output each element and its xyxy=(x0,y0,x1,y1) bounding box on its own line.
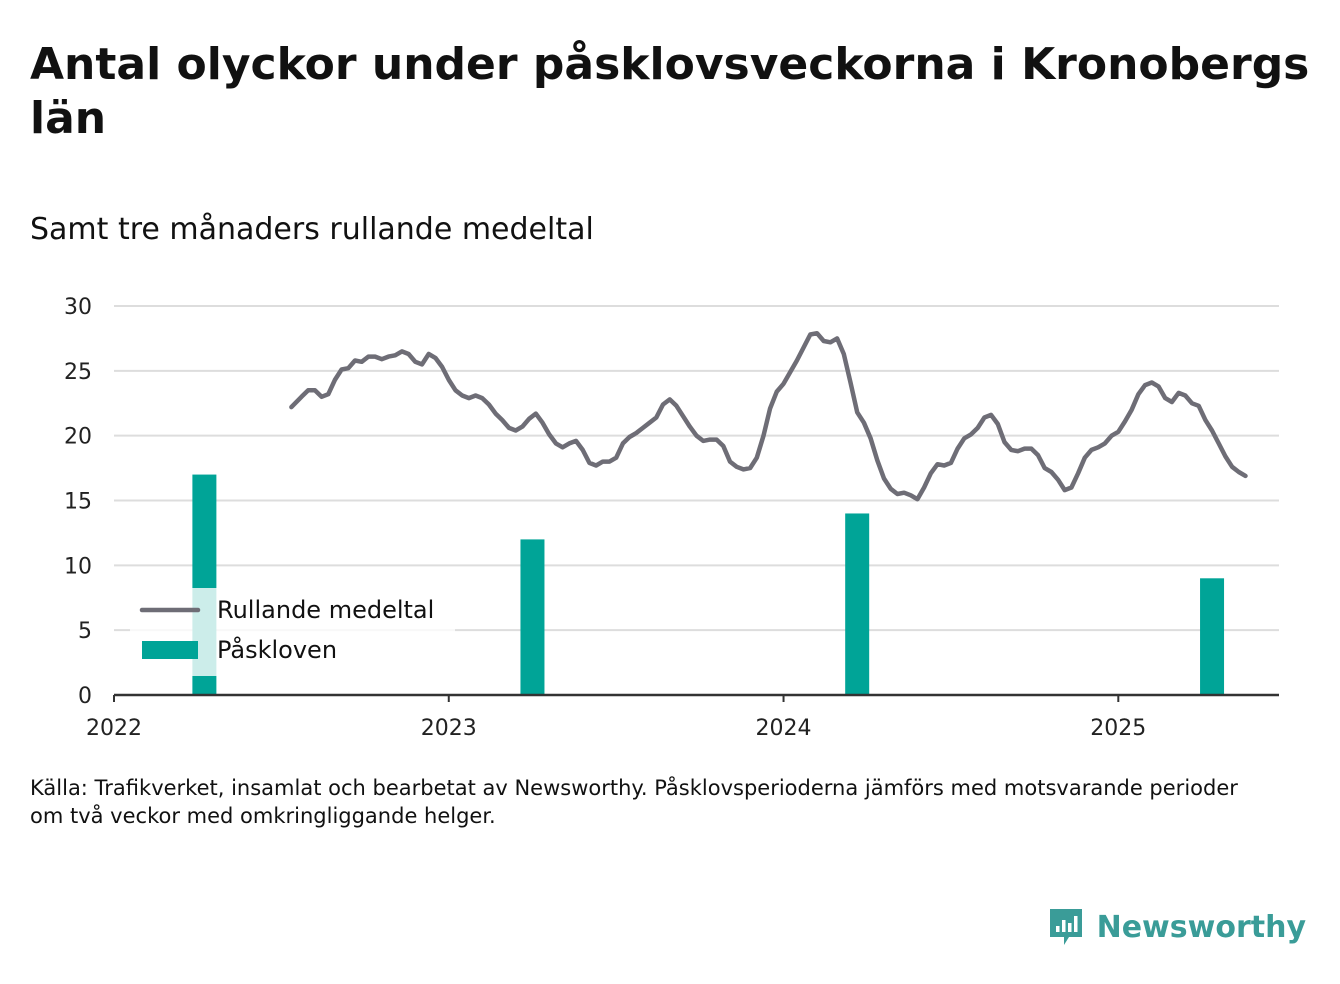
source-line-2: om två veckor med omkringliggande helger… xyxy=(30,804,496,828)
y-tick-label: 15 xyxy=(64,490,92,515)
bar-paskloven xyxy=(520,539,545,695)
source-line-1: Källa: Trafikverket, insamlat och bearbe… xyxy=(30,776,1238,800)
legend-label: Påskloven xyxy=(217,635,337,664)
grid-lines xyxy=(114,305,1279,632)
line-rullande-medeltal xyxy=(289,330,1248,502)
y-tick-label: 30 xyxy=(64,295,92,320)
bar-paskloven xyxy=(845,513,870,695)
x-tick-label: 2024 xyxy=(756,716,812,741)
y-tick-label: 10 xyxy=(64,554,92,579)
bar-paskloven xyxy=(1200,578,1225,695)
bars-paskloven xyxy=(192,474,1225,695)
x-tick-label: 2023 xyxy=(421,716,477,741)
legend: Rullande medeltal Påskloven xyxy=(130,588,455,676)
line-path xyxy=(289,330,1248,502)
chart-title: Antal olyckor under påsklovsveckorna i K… xyxy=(30,39,1310,144)
x-tick-label: 2025 xyxy=(1090,716,1146,741)
y-tick-label: 25 xyxy=(64,360,92,385)
brand-name: Newsworthy xyxy=(1096,909,1306,945)
chart-subtitle: Samt tre månaders rullande medeltal xyxy=(30,212,594,247)
legend-box xyxy=(130,588,455,676)
newsworthy-logo-icon xyxy=(1049,909,1082,945)
brand: Newsworthy xyxy=(1047,906,1306,948)
source-note: Källa: Trafikverket, insamlat och bearbe… xyxy=(30,774,1270,830)
y-tick-label: 0 xyxy=(78,684,92,709)
legend-label: Rullande medeltal xyxy=(217,596,434,624)
y-tick-label: 5 xyxy=(78,619,92,644)
legend-swatch-bar xyxy=(142,641,198,659)
y-tick-label: 20 xyxy=(64,425,92,450)
x-tick-label: 2022 xyxy=(86,716,142,741)
